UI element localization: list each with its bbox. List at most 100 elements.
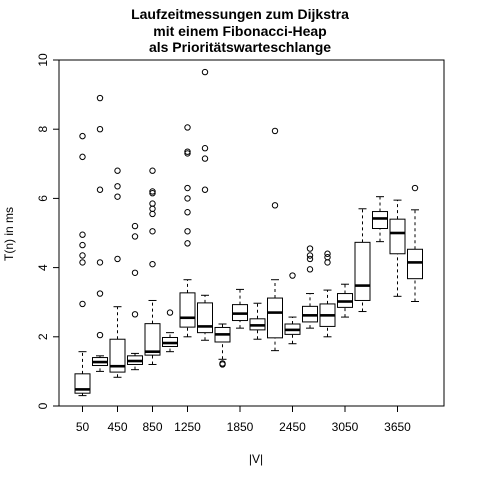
outlier-point bbox=[184, 184, 191, 192]
x-tick-label: 3050 bbox=[332, 420, 359, 434]
outlier-point bbox=[96, 331, 104, 339]
box-650 bbox=[127, 222, 143, 371]
box-250 bbox=[92, 94, 108, 372]
outlier-point bbox=[149, 190, 156, 197]
outlier-point bbox=[306, 245, 314, 252]
outlier-point bbox=[201, 68, 209, 76]
outlier-point bbox=[184, 195, 191, 202]
outlier-point bbox=[289, 272, 296, 279]
box-50 bbox=[74, 132, 91, 397]
outlier-point bbox=[96, 186, 104, 193]
x-tick-label: 850 bbox=[142, 420, 162, 434]
outlier-point bbox=[79, 300, 86, 308]
outlier-point bbox=[184, 240, 191, 247]
outlier-point bbox=[131, 269, 139, 276]
outlier-point bbox=[131, 233, 139, 240]
outlier-point bbox=[149, 167, 156, 174]
x-tick-label: 1250 bbox=[174, 420, 201, 434]
box-iqr bbox=[372, 211, 388, 230]
outlier-point bbox=[306, 266, 314, 273]
outlier-point bbox=[114, 193, 121, 200]
plot-marks: 0 2 4 6 8 10 50 450 850 1250 1850 2450 3050 3650 bbox=[36, 53, 445, 434]
box-iqr bbox=[197, 302, 213, 334]
outlier-point bbox=[149, 228, 156, 235]
outlier-point bbox=[184, 228, 191, 235]
box-850 bbox=[144, 167, 161, 365]
outlier-point bbox=[166, 309, 174, 316]
box-iqr bbox=[144, 323, 161, 356]
outlier-point bbox=[184, 209, 191, 216]
chart-title-line-2: mit einem Fibonacci-Heap bbox=[153, 23, 326, 39]
x-axis-label: |V| bbox=[249, 452, 263, 466]
box-3450 bbox=[372, 196, 388, 243]
outlier-point bbox=[79, 252, 86, 259]
outlier-point bbox=[79, 231, 86, 238]
box-3250 bbox=[354, 208, 371, 313]
outlier-point bbox=[114, 167, 121, 174]
outlier-point bbox=[96, 259, 104, 266]
outlier-point bbox=[149, 188, 156, 195]
outlier-point bbox=[149, 205, 156, 212]
outlier-point bbox=[324, 259, 331, 266]
outlier-point bbox=[96, 126, 104, 133]
outlier-point bbox=[131, 311, 139, 318]
outlier-point bbox=[201, 155, 209, 162]
box-iqr bbox=[109, 338, 126, 373]
y-axis-label: T(n) in ms bbox=[2, 207, 16, 261]
box-iqr bbox=[267, 297, 283, 339]
y-tick-label: 0 bbox=[36, 402, 50, 409]
x-tick-label: 2450 bbox=[279, 420, 306, 434]
box-1250 bbox=[179, 124, 196, 338]
outlier-point bbox=[306, 255, 314, 263]
box-1650 bbox=[214, 323, 231, 368]
box-450 bbox=[109, 167, 126, 378]
x-tick-label: 450 bbox=[107, 420, 127, 434]
outlier-point bbox=[271, 202, 279, 209]
outlier-point bbox=[411, 184, 419, 192]
outlier-point bbox=[96, 290, 104, 297]
box-iqr bbox=[179, 292, 196, 328]
outlier-point bbox=[149, 200, 156, 207]
box-3050 bbox=[337, 283, 353, 318]
outlier-point bbox=[184, 150, 191, 157]
box-3650 bbox=[389, 199, 406, 297]
outlier-point bbox=[149, 260, 156, 268]
outlier-point bbox=[324, 250, 331, 257]
box-3850 bbox=[407, 184, 423, 303]
outlier-point bbox=[149, 210, 156, 218]
x-tick-label: 1850 bbox=[227, 420, 254, 434]
box-2450 bbox=[284, 272, 301, 345]
outlier-point bbox=[114, 183, 121, 190]
outlier-point bbox=[96, 94, 104, 102]
outlier-point bbox=[131, 222, 139, 230]
box-1850 bbox=[232, 288, 248, 329]
outlier-point bbox=[79, 153, 86, 161]
y-tick-label: 2 bbox=[36, 333, 50, 340]
outlier-point bbox=[271, 127, 279, 135]
y-tick-label: 6 bbox=[36, 195, 50, 202]
outlier-point bbox=[184, 124, 191, 131]
box-2050 bbox=[249, 302, 266, 340]
x-tick-label: 3650 bbox=[384, 420, 411, 434]
box-iqr bbox=[407, 248, 423, 280]
box-iqr bbox=[354, 241, 371, 301]
outlier-point bbox=[201, 186, 209, 193]
outlier-point bbox=[219, 360, 226, 367]
y-tick-label: 10 bbox=[36, 53, 50, 67]
outlier-point bbox=[114, 255, 121, 263]
box-2650 bbox=[302, 245, 318, 329]
outlier-point bbox=[79, 241, 86, 249]
y-tick-label: 4 bbox=[36, 264, 50, 271]
box-2850 bbox=[319, 250, 336, 338]
box-2250 bbox=[267, 127, 283, 352]
box-1050 bbox=[162, 309, 178, 353]
outlier-point bbox=[201, 145, 209, 152]
x-tick-label: 50 bbox=[76, 420, 90, 434]
outlier-point bbox=[79, 259, 86, 266]
y-tick-label: 8 bbox=[36, 126, 50, 133]
plot-frame bbox=[58, 59, 445, 407]
outlier-point bbox=[184, 148, 191, 155]
chart-title-line-3: als Prioritätswarteschlange bbox=[149, 39, 331, 55]
